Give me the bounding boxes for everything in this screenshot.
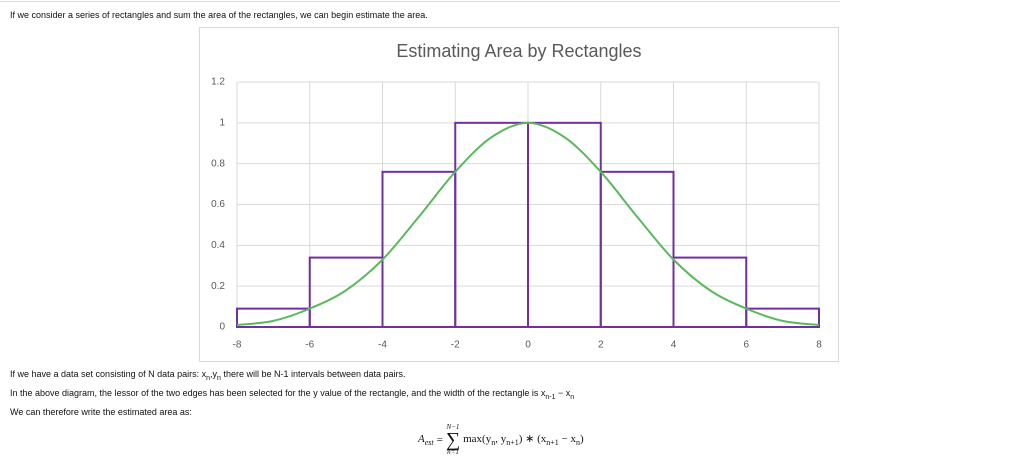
- equals: =: [436, 434, 443, 446]
- sum-lower: n=1: [447, 448, 459, 456]
- subscript: n+1: [506, 438, 519, 448]
- x-tick-label: -8: [233, 340, 242, 351]
- y-tick-label: 0.8: [211, 158, 225, 169]
- formula-lhs: Aest: [418, 433, 434, 447]
- formula-body: max(yn, yn+1) ∗ (xn+1 − xn): [463, 432, 584, 447]
- chart: Estimating Area by Rectangles 0 0.2 0.4 0.6…: [199, 27, 839, 362]
- text-run: there will be N-1 intervals between data…: [220, 369, 406, 379]
- y-tick-label: 1.2: [211, 77, 225, 88]
- subscript: n: [576, 438, 581, 448]
- x-tick-label: 0: [525, 340, 531, 351]
- text-run: − x: [558, 433, 577, 446]
- subscript: n-1: [545, 393, 556, 401]
- x-tick-label: -6: [305, 340, 314, 351]
- text-run: ) ∗ (x: [518, 433, 547, 446]
- formula: Aest = N−1 ∑ n=1 max(yn, yn+1) ∗ (xn+1 −…: [418, 424, 584, 456]
- rectangle: [672, 256, 748, 328]
- text-run: max(y: [463, 433, 492, 446]
- paragraph: We can therefore write the estimated are…: [10, 407, 192, 417]
- text-run: ): [580, 433, 584, 446]
- top-rule: [0, 1, 840, 2]
- text-run: We can therefore write the estimated are…: [10, 407, 192, 417]
- sum: N−1 ∑ n=1: [446, 424, 460, 456]
- x-tick-label: 4: [671, 340, 677, 351]
- y-tick-label: 1: [219, 117, 225, 128]
- lhs: A: [418, 432, 425, 445]
- lhs-sub: est: [424, 438, 434, 448]
- subscript: n+1: [546, 438, 559, 448]
- x-tick-label: 8: [816, 340, 822, 351]
- y-tick-label: 0.4: [211, 240, 225, 251]
- y-tick-label: 0.6: [211, 199, 225, 210]
- rectangle: [745, 307, 820, 328]
- chart-title: Estimating Area by Rectangles: [396, 41, 641, 61]
- text-run: In the above diagram, the lessor of the …: [10, 388, 546, 398]
- x-tick-label: -4: [378, 340, 387, 351]
- paragraph: In the above diagram, the lessor of the …: [10, 388, 574, 401]
- paragraph: If we have a data set consisting of N da…: [10, 369, 406, 382]
- text-run: ,y: [210, 369, 218, 379]
- sum-sign: ∑: [445, 429, 461, 451]
- rectangle: [599, 170, 675, 328]
- x-tick-label: -2: [451, 340, 460, 351]
- intro-text: If we consider a series of rectangles an…: [10, 10, 428, 20]
- subscript: n: [570, 393, 575, 401]
- y-tick-label: 0: [219, 322, 225, 333]
- chart-frame: [199, 27, 839, 362]
- subscript: n: [206, 374, 211, 382]
- subscript: n: [217, 374, 221, 382]
- curve: [236, 121, 820, 326]
- x-tick-label: 2: [598, 340, 604, 351]
- text-run: , y: [495, 433, 507, 446]
- x-tick-label: 6: [743, 340, 749, 351]
- subscript: n: [491, 438, 496, 448]
- text-run: If we have a data set consisting of N da…: [10, 369, 207, 379]
- y-tick-label: 0.2: [211, 281, 225, 292]
- sum-upper: N−1: [446, 423, 460, 431]
- text-run: − x: [555, 388, 571, 398]
